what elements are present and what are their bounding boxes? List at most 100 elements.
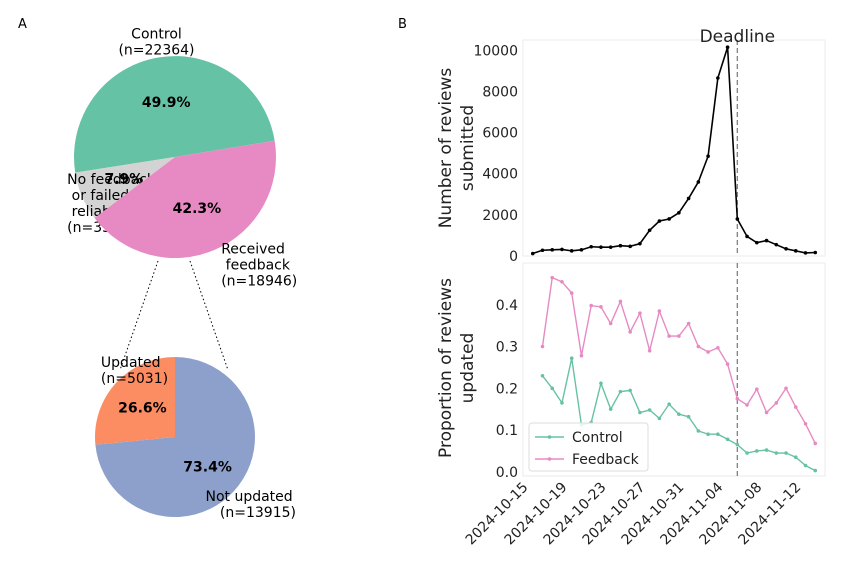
slice-label-line: Control — [131, 26, 182, 42]
data-point — [550, 248, 555, 252]
data-point — [599, 305, 603, 309]
data-point — [618, 299, 623, 304]
data-point — [628, 244, 632, 249]
data-point — [550, 275, 555, 280]
data-point — [803, 463, 808, 468]
slice-percent-label: 42.3% — [173, 201, 222, 217]
data-point — [813, 441, 818, 446]
slice-label-line: No feedback — [67, 172, 156, 188]
panel-label-b: B — [398, 17, 407, 32]
slice-label: Updated (n=5031) — [101, 355, 168, 387]
data-point — [599, 245, 603, 249]
data-point — [579, 248, 584, 252]
data-point — [560, 247, 564, 252]
slice-label: Not updated (n=13915) — [202, 489, 296, 521]
data-point — [618, 389, 623, 394]
data-point — [755, 449, 759, 453]
data-point — [628, 330, 632, 334]
y-tick-label: 6000 — [482, 126, 518, 142]
data-point — [647, 408, 652, 412]
slice-label-line: feedback — [221, 258, 291, 274]
data-point — [667, 334, 671, 338]
data-point — [774, 401, 779, 405]
data-point — [608, 407, 613, 411]
data-point — [745, 403, 749, 407]
pie-slice — [95, 357, 255, 517]
slice-label-line: (n=22364) — [118, 42, 194, 58]
data-point — [716, 432, 720, 437]
data-point — [764, 448, 769, 452]
slice-label-line: Received — [221, 242, 285, 258]
slice-percent-label: 73.4% — [183, 460, 232, 476]
data-point — [784, 386, 788, 391]
data-point — [550, 386, 555, 391]
data-point — [560, 279, 564, 284]
data-point — [638, 241, 642, 246]
data-point — [803, 421, 808, 426]
data-point — [696, 344, 701, 349]
data-point — [657, 416, 662, 421]
data-point — [608, 245, 613, 249]
data-point — [716, 76, 720, 80]
data-point — [793, 249, 798, 253]
data-point — [774, 242, 779, 247]
data-point — [569, 249, 574, 253]
pie-slice — [74, 56, 275, 173]
slice-label-line: (n=13915) — [202, 505, 296, 521]
y-axis-label: Proportion of reviews updated — [436, 278, 478, 458]
data-point — [618, 243, 623, 248]
y-axis-label-line: submitted — [458, 105, 478, 191]
slice-label-line: Updated — [101, 355, 161, 371]
data-point — [716, 345, 720, 350]
y-axis-label-line: Proportion of reviews — [436, 278, 456, 458]
y-tick-label: 4000 — [482, 167, 518, 183]
data-point — [725, 45, 730, 49]
connector-line-left — [119, 260, 159, 371]
data-point — [647, 228, 652, 233]
y-tick-label: 10000 — [473, 43, 518, 59]
data-point — [657, 219, 662, 223]
panel-label-a: A — [18, 17, 27, 32]
plot-area-top — [522, 39, 826, 257]
data-point — [686, 196, 691, 201]
slice-percent-label: 7.9% — [104, 172, 143, 188]
y-tick-label: 0.3 — [496, 340, 518, 356]
data-point — [608, 321, 613, 326]
slice-label: Received feedback (n=18946) — [221, 242, 297, 290]
data-point — [793, 405, 798, 409]
y-tick-label: 0.4 — [496, 298, 518, 314]
series-line-reviews — [532, 46, 816, 255]
data-point — [813, 468, 818, 473]
data-point — [774, 451, 779, 455]
y-tick-label: 0.1 — [496, 423, 518, 439]
slice-percent-label: 26.6% — [118, 400, 167, 416]
data-point — [735, 396, 740, 401]
data-point — [628, 388, 632, 393]
data-point — [560, 401, 564, 405]
data-point — [540, 344, 545, 349]
data-point — [706, 350, 710, 354]
data-point — [599, 381, 603, 386]
reviews-submitted-chart: 0 2000 4000 6000 8000 10000 Number of reviews s… — [436, 27, 826, 265]
data-point — [638, 311, 642, 315]
data-point — [667, 217, 671, 221]
data-point — [755, 240, 759, 245]
series-line-feedback — [541, 276, 816, 444]
data-point — [735, 217, 740, 221]
data-point — [667, 402, 671, 406]
data-point — [764, 238, 769, 243]
pie-chart-updated: 26.6% Updated (n=5031) 73.4% Not updated (n=… — [94, 355, 296, 521]
slice-label: Control (n=22364) — [118, 26, 194, 58]
data-point — [638, 410, 642, 415]
y-tick-label: 0 — [509, 249, 518, 265]
y-axis-label-line: updated — [458, 333, 478, 404]
data-point — [803, 251, 808, 255]
legend: Control Feedback — [528, 422, 649, 472]
slice-label-line: Not updated — [205, 489, 292, 505]
slice-percent-label: 49.9% — [142, 95, 191, 111]
data-point — [589, 303, 593, 308]
data-point — [735, 442, 740, 447]
data-point — [677, 211, 681, 215]
slice-label-line: or failed — [67, 188, 129, 204]
